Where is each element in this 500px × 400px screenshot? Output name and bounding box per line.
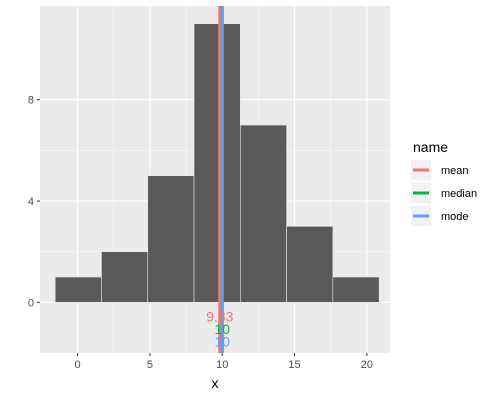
y-axis-ticks: 0 4 8	[28, 95, 40, 309]
x-tick-label: 15	[288, 359, 300, 371]
y-tick-label: 0	[28, 297, 34, 309]
legend-label-mean: mean	[441, 165, 469, 177]
y-tick-label: 4	[28, 196, 34, 208]
histogram-bar	[286, 226, 334, 303]
histogram-bars	[54, 23, 380, 303]
statistic-lines	[218, 6, 224, 353]
x-axis-title: x	[212, 375, 219, 391]
histogram-bar	[54, 276, 102, 303]
histogram-bar	[240, 124, 287, 303]
x-tick-label: 10	[216, 359, 228, 371]
histogram-bar	[147, 175, 195, 303]
legend-label-mode: mode	[441, 211, 469, 223]
mode-value-label: 10	[214, 334, 230, 350]
x-axis-ticks: 0 5 10 15 20	[75, 353, 373, 371]
legend-items: mean median mode	[411, 160, 477, 226]
legend-label-median: median	[441, 188, 477, 200]
x-tick-label: 20	[361, 359, 373, 371]
x-tick-label: 5	[147, 359, 153, 371]
median-value-label: 10	[214, 321, 230, 337]
x-tick-label: 0	[75, 359, 81, 371]
histogram-bar	[332, 276, 380, 303]
histogram-bar	[101, 251, 149, 303]
legend-title: name	[413, 139, 448, 155]
mean-value-label: 9.83	[206, 308, 233, 324]
legend: name mean median mode	[411, 139, 477, 226]
y-tick-label: 8	[28, 95, 34, 107]
histogram-bar	[193, 23, 241, 303]
